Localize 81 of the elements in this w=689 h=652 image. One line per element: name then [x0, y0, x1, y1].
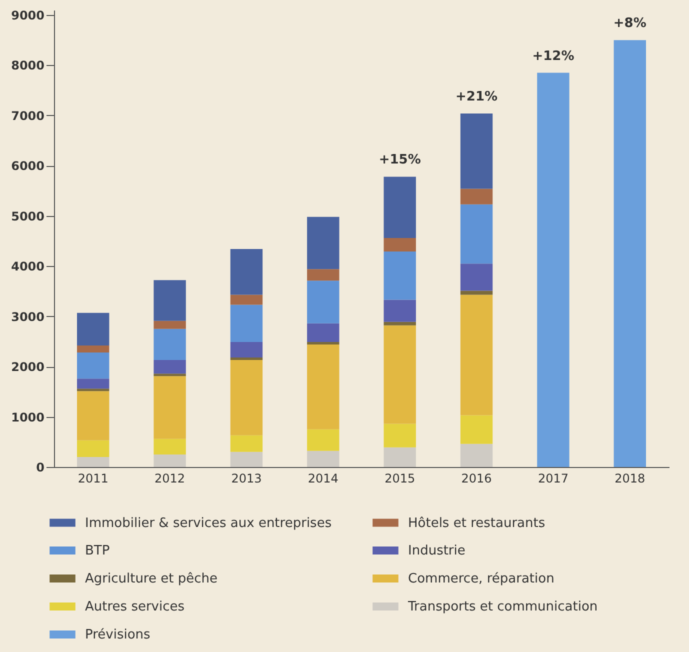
bar [77, 345, 110, 352]
bar [307, 216, 340, 270]
legend-label: Industrie [408, 544, 466, 558]
bar [460, 415, 493, 444]
bar [154, 320, 186, 329]
bar [307, 342, 340, 344]
annotation: +21% [456, 89, 498, 104]
bar [384, 252, 416, 300]
bar [154, 376, 186, 439]
x-tick-label: 2013 [231, 472, 262, 486]
bar [307, 450, 340, 467]
bar [307, 429, 340, 451]
legend-label: Hôtels et restaurants [408, 516, 546, 531]
legend-label: Agriculture et pêche [85, 572, 218, 586]
bar [384, 300, 416, 322]
y-tick-label: 6000 [11, 159, 44, 174]
y-tick-label: 5000 [11, 209, 44, 224]
bar [614, 40, 646, 467]
x-tick-label: 2017 [538, 472, 568, 486]
y-tick-label: 2000 [11, 360, 44, 374]
bar [154, 328, 186, 360]
bar [460, 264, 493, 291]
annotation: +8% [613, 16, 646, 32]
bar [230, 435, 263, 452]
bar [230, 358, 263, 360]
y-tick-label: 7000 [11, 108, 44, 123]
bar [77, 352, 110, 379]
bar [384, 322, 416, 326]
bar [230, 452, 263, 467]
bar [460, 294, 493, 416]
x-tick-label: 2011 [78, 472, 108, 486]
bar [77, 388, 110, 392]
bar [77, 456, 110, 467]
y-tick-label: 1000 [11, 410, 44, 424]
legend-label: Commerce, réparation [408, 572, 554, 586]
legend-label: Immobilier & services aux entreprises [85, 516, 332, 531]
bar [460, 204, 493, 264]
bar [460, 113, 493, 189]
bar [307, 323, 340, 342]
legend-label: BTP [85, 544, 110, 558]
bar [154, 360, 186, 374]
x-tick-label: 2015 [384, 472, 416, 486]
bar [307, 269, 340, 281]
bar [460, 188, 493, 204]
bar [230, 360, 263, 436]
x-tick-label: 2018 [614, 472, 646, 486]
bar [154, 438, 186, 454]
bar [384, 424, 416, 448]
bar [154, 374, 186, 376]
y-tick-label: 4000 [11, 260, 44, 274]
bar [384, 325, 416, 424]
bar [77, 312, 110, 346]
bar [77, 440, 110, 457]
y-tick-label: 0 [36, 460, 44, 474]
y-tick-label: 8000 [11, 58, 44, 73]
bar [154, 454, 186, 467]
bar [384, 447, 416, 467]
legend-label: Autres services [85, 600, 185, 614]
annotation: +15% [378, 152, 421, 168]
bar [307, 344, 340, 430]
x-tick-label: 2014 [308, 472, 338, 486]
bar [460, 444, 493, 467]
bar [384, 176, 416, 238]
bar [230, 249, 263, 295]
y-tick-label: 9000 [11, 8, 44, 23]
bar [384, 238, 416, 252]
bar [230, 294, 263, 305]
bar [77, 391, 110, 440]
bar [307, 280, 340, 324]
bar [230, 304, 263, 342]
bar [154, 280, 186, 321]
y-tick-label: 3000 [11, 310, 44, 324]
bar [77, 378, 110, 389]
legend-label: Transports et communication [407, 600, 598, 614]
bar [230, 342, 263, 358]
bar [537, 72, 570, 467]
x-tick-label: 2012 [154, 472, 186, 486]
x-tick-label: 2016 [461, 472, 492, 486]
bar [460, 290, 493, 295]
annotation: +12% [532, 48, 574, 64]
legend-label: Prévisions [85, 628, 151, 642]
